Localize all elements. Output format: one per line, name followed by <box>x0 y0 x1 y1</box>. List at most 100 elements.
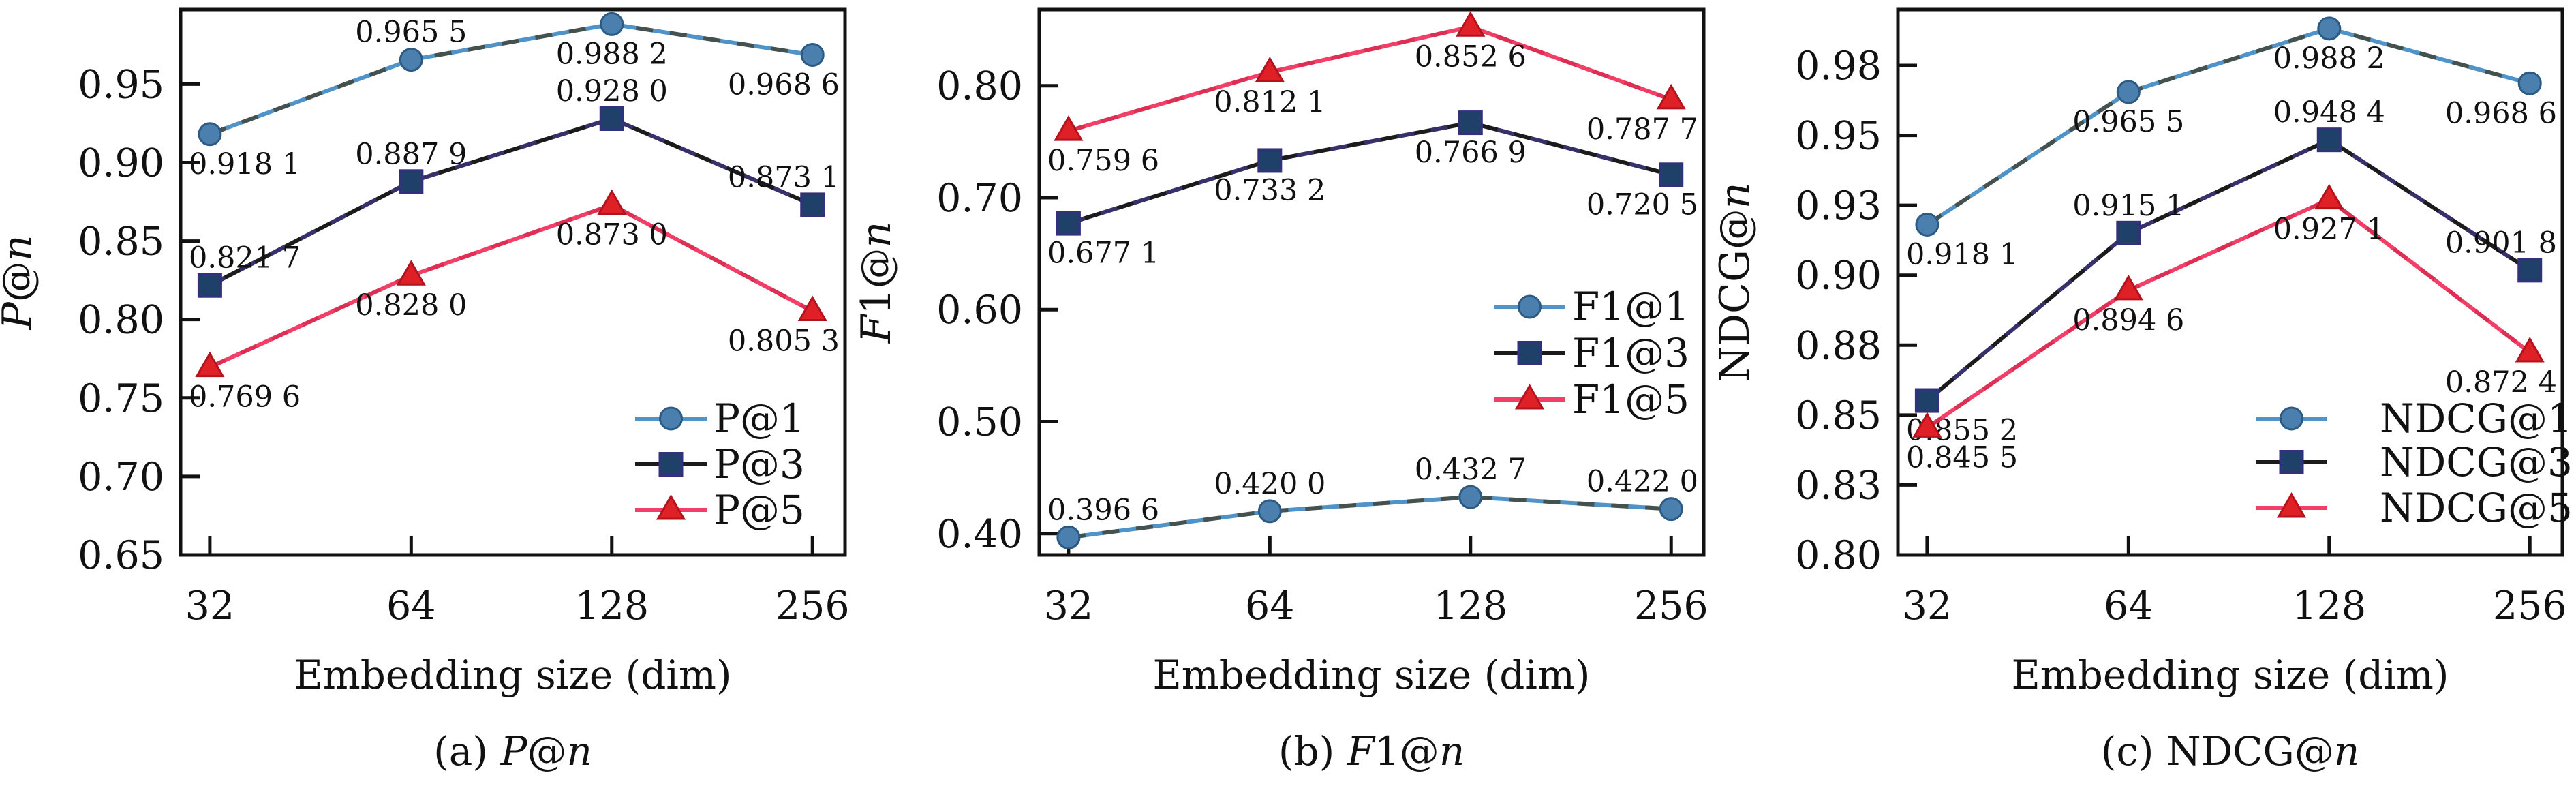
data-label: 0.873 1 <box>728 160 840 194</box>
x-axis-label: Embedding size (dim) <box>1152 652 1590 698</box>
data-label: 0.812 1 <box>1214 85 1325 119</box>
data-label: 0.968 6 <box>728 68 840 102</box>
x-tick-label: 32 <box>1044 584 1094 629</box>
data-label: 0.769 6 <box>189 380 301 414</box>
y-tick-label: 0.90 <box>78 140 164 185</box>
x-tick-label: 128 <box>574 584 649 629</box>
data-point-square-marker <box>2316 127 2342 153</box>
data-point-triangle-marker <box>1656 83 1686 110</box>
legend-label: F1@1 <box>1572 284 1689 330</box>
data-point-circle-marker <box>1056 525 1081 549</box>
data-point-square-marker <box>2116 220 2141 245</box>
legend-label: P@3 <box>714 441 805 487</box>
series-line <box>1926 197 2532 429</box>
data-label: 0.787 7 <box>1586 112 1698 147</box>
legend-label: P@1 <box>714 395 805 442</box>
chart-c-panel: 0.80 0.83 0.85 0.88 0.90 0.93 0.95 0.98 32 64 128 2… <box>1717 0 2576 786</box>
y-tick-label: 0.80 <box>78 298 164 343</box>
series-line <box>1068 25 1672 133</box>
legend-square-marker <box>1517 341 1542 365</box>
data-label: 0.845 5 <box>1906 440 2018 474</box>
y-tick-label: 0.80 <box>936 64 1023 109</box>
y-tick-label: 0.75 <box>78 376 164 421</box>
data-label: 0.948 4 <box>2273 95 2385 130</box>
legend-triangle-marker <box>1514 383 1545 410</box>
series-line-dash-overlay <box>209 22 813 136</box>
data-point-square-marker <box>800 192 825 217</box>
legend-label: F1@5 <box>1572 376 1689 423</box>
data-point-triangle-marker <box>2314 183 2344 210</box>
x-axis-label: Embedding size (dim) <box>2011 652 2449 698</box>
data-label: 0.733 2 <box>1214 173 1325 207</box>
x-tick-label: 128 <box>1433 584 1507 629</box>
legend-label: P@5 <box>714 487 805 533</box>
data-point-triangle-marker <box>1912 412 1942 438</box>
data-label: 0.918 1 <box>189 147 301 181</box>
data-point-circle-marker <box>600 12 624 36</box>
data-point-square-marker <box>1659 162 1684 187</box>
y-tick-label: 0.85 <box>78 220 164 264</box>
data-point-circle-marker <box>399 48 423 72</box>
data-point-triangle-marker <box>195 351 225 378</box>
legend-triangle-marker <box>2276 492 2307 518</box>
data-point-circle-marker <box>1915 212 1939 237</box>
data-label: 0.988 2 <box>556 37 668 71</box>
data-point-triangle-marker <box>1054 115 1084 141</box>
data-label: 0.901 8 <box>2445 226 2557 260</box>
data-point-square-marker <box>1056 211 1081 236</box>
data-label: 0.918 1 <box>1906 237 2018 271</box>
data-label: 0.759 6 <box>1047 144 1159 178</box>
data-label: 0.805 3 <box>728 324 840 358</box>
y-tick-label: 0.95 <box>1795 114 1882 159</box>
data-label: 0.915 1 <box>2072 189 2184 223</box>
data-label: 0.873 0 <box>556 218 668 252</box>
x-axis-label: Embedding size (dim) <box>294 652 731 698</box>
data-label: 0.968 6 <box>2445 96 2557 130</box>
legend-label: NDCG@5 <box>2380 485 2573 531</box>
y-tick-label: 0.88 <box>1795 323 1882 368</box>
series-line <box>209 202 814 369</box>
data-point-triangle-marker <box>1255 56 1285 82</box>
data-point-triangle-marker <box>1456 11 1486 37</box>
data-label: 0.766 9 <box>1415 136 1527 170</box>
y-tick-label: 0.85 <box>1795 393 1882 438</box>
legend-square-marker <box>2279 450 2304 474</box>
x-tick-label: 128 <box>2292 584 2366 629</box>
y-tick-label: 0.65 <box>78 533 164 578</box>
data-point-triangle-marker <box>797 295 827 321</box>
x-tick-label: 64 <box>2104 584 2153 629</box>
chart-c-svg: 0.80 0.83 0.85 0.88 0.90 0.93 0.95 0.98 32 64 128 2… <box>1717 7 2573 774</box>
data-point-square-marker <box>197 273 222 298</box>
chart-a-panel: 0.65 0.70 0.75 0.80 0.85 0.90 0.95 32 64 128 256 0.… <box>0 0 859 786</box>
series-line-dash-overlay <box>209 202 814 369</box>
legend-triangle-marker <box>656 494 686 520</box>
legend-circle-marker <box>1518 294 1542 319</box>
legend-square-marker <box>658 452 684 477</box>
data-point-triangle-marker <box>2515 336 2545 363</box>
y-tick-label: 0.70 <box>936 176 1023 221</box>
data-point-circle-marker <box>198 122 222 147</box>
data-point-circle-marker <box>2116 80 2141 104</box>
chart-a-svg: 0.65 0.70 0.75 0.80 0.85 0.90 0.95 32 64 128 256 0.… <box>0 7 850 774</box>
data-label: 0.420 0 <box>1214 467 1325 501</box>
plot-frame <box>1896 7 2564 557</box>
legend-circle-marker <box>2280 406 2303 431</box>
series-line <box>1068 495 1672 540</box>
data-point-square-marker <box>2517 258 2543 283</box>
data-label: 0.432 7 <box>1415 453 1527 487</box>
plot-frame <box>1037 7 1706 557</box>
y-tick-label: 0.93 <box>1795 183 1882 228</box>
legend-label: NDCG@1 <box>2380 395 2573 442</box>
chart-caption: (a) P@n <box>433 728 592 774</box>
data-label: 0.927 1 <box>2273 213 2385 247</box>
data-label: 0.887 9 <box>355 137 467 171</box>
chart-b-svg: 0.40 0.50 0.60 0.70 0.80 32 64 128 256 0.396 6 0.4… <box>859 7 1708 774</box>
data-label: 0.720 5 <box>1586 187 1698 222</box>
y-axis-label: NDCG@n <box>1717 182 1759 382</box>
data-label: 0.852 6 <box>1415 40 1527 74</box>
data-label: 0.928 0 <box>556 74 668 108</box>
data-label: 0.988 2 <box>2273 42 2385 76</box>
x-tick-label: 64 <box>1245 584 1295 629</box>
data-point-triangle-marker <box>597 189 627 215</box>
